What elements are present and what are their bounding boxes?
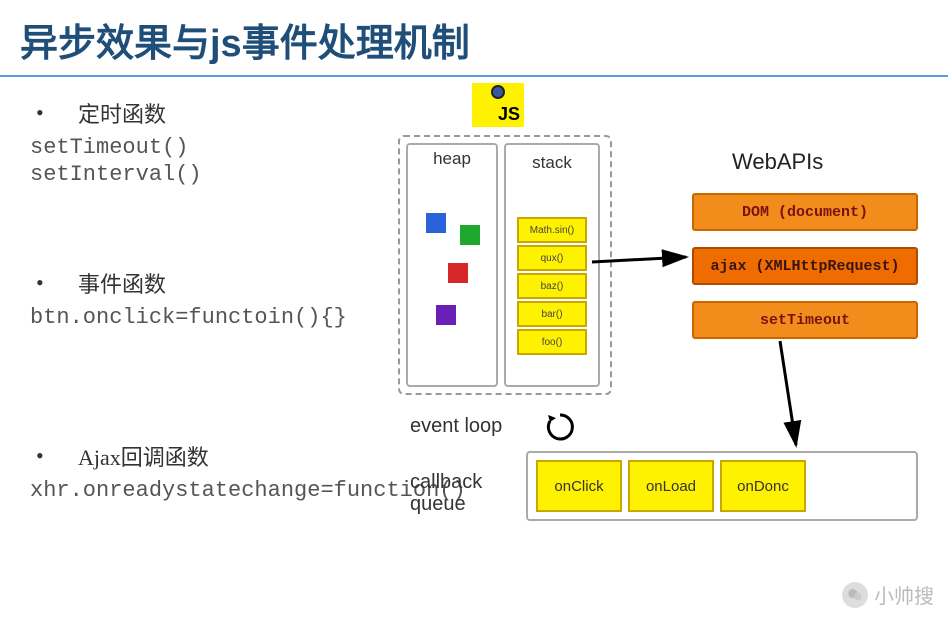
stack-frame: Math.sin() <box>517 217 587 243</box>
section-timer: •定时函数 setTimeout() setInterval() <box>30 97 380 187</box>
heading-timer: 定时函数 <box>78 97 166 129</box>
stack-column: stack Math.sin()qux()baz()bar()foo() <box>504 143 600 387</box>
arrow-stack-to-api <box>590 247 700 277</box>
heap-label: heap <box>408 145 496 177</box>
event-loop-diagram: JS heap stack Math.sin()qux()baz()bar()f… <box>380 77 940 547</box>
watermark-text: 小帅搜 <box>874 580 934 609</box>
loop-arrow-icon <box>544 411 576 443</box>
stack-frame: qux() <box>517 245 587 271</box>
heading-event: 事件函数 <box>78 267 166 299</box>
runtime-box: heap stack Math.sin()qux()baz()bar()foo(… <box>398 135 612 395</box>
code-setinterval: setInterval() <box>30 162 380 187</box>
queue-item: onLoad <box>628 460 714 512</box>
callback-queue-box: onClickonLoadonDonc <box>526 451 918 521</box>
js-badge: JS <box>472 83 524 127</box>
event-loop-label: event loop <box>410 415 502 438</box>
queue-item: onClick <box>536 460 622 512</box>
js-badge-icon <box>491 85 505 99</box>
section-event: •事件函数 btn.onclick=functoin(){} <box>30 267 380 330</box>
heap-square <box>426 213 446 233</box>
webapi-box: ajax (XMLHttpRequest) <box>692 247 918 285</box>
queue-item: onDonc <box>720 460 806 512</box>
heap-square <box>448 263 468 283</box>
stack-frame: bar() <box>517 301 587 327</box>
heading-ajax: Ajax回调函数 <box>78 440 209 472</box>
arrow-api-to-queue <box>740 337 820 457</box>
wechat-icon <box>842 582 868 608</box>
section-ajax: •Ajax回调函数 xhr.onreadystatechange=functio… <box>30 440 380 503</box>
js-badge-text: JS <box>498 104 520 125</box>
code-onclick: btn.onclick=functoin(){} <box>30 305 380 330</box>
callback-queue-label: callback queue <box>410 471 482 515</box>
heap-column: heap <box>406 143 498 387</box>
code-settimeout: setTimeout() <box>30 135 380 160</box>
heap-square <box>460 225 480 245</box>
heap-square <box>436 305 456 325</box>
stack-frame: foo() <box>517 329 587 355</box>
webapi-box: setTimeout <box>692 301 918 339</box>
left-text-column: •定时函数 setTimeout() setInterval() •事件函数 b… <box>0 77 380 547</box>
stack-frame: baz() <box>517 273 587 299</box>
code-xhr: xhr.onreadystatechange=function() <box>30 478 380 503</box>
webapi-box: DOM (document) <box>692 193 918 231</box>
watermark: 小帅搜 <box>842 580 934 609</box>
page-title: 异步效果与js事件处理机制 <box>0 0 948 77</box>
webapis-label: WebAPIs <box>732 149 823 175</box>
stack-label: stack <box>532 149 572 181</box>
